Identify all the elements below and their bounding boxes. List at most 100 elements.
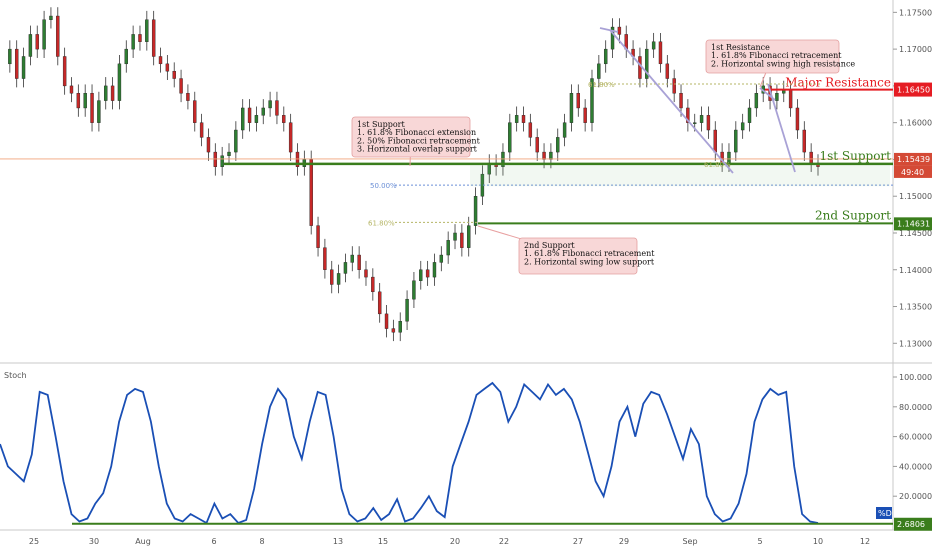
- annotation-text: 1. 61.8% Fibonacci extension: [357, 128, 476, 137]
- candle-body: [562, 122, 567, 138]
- candle-body: [330, 269, 334, 285]
- candle-body: [501, 151, 505, 167]
- price-tick-label: 1.16000: [899, 119, 932, 128]
- candle-body: [713, 129, 717, 153]
- candle-body: [117, 63, 122, 101]
- candle-body: [220, 155, 224, 167]
- candle-body: [288, 122, 293, 153]
- candle-body: [316, 225, 320, 248]
- candle-body: [350, 254, 354, 263]
- candle-body: [802, 129, 807, 153]
- countdown-tag: [894, 165, 932, 178]
- candle-body: [679, 93, 683, 109]
- annotation-text: 1st Support: [357, 120, 405, 129]
- candle-body: [405, 298, 409, 322]
- candle-body: [672, 78, 676, 94]
- candle-body: [165, 63, 170, 72]
- candle-body: [179, 78, 183, 94]
- time-tick-label: 22: [499, 537, 509, 546]
- candle-body: [69, 85, 74, 94]
- candle-body: [528, 122, 533, 138]
- annotation-text: 1. 61.8% Fibonacci retracement: [711, 51, 842, 60]
- candle-body: [371, 276, 375, 293]
- candle-body: [425, 269, 430, 278]
- fib-arrow-line: [599, 27, 619, 33]
- candle-body: [597, 63, 601, 79]
- stoch-series-tag: [876, 507, 892, 519]
- fib-label: 61.80%: [704, 161, 731, 169]
- annotation-box: [705, 39, 840, 74]
- candle-body: [453, 232, 457, 241]
- time-tick-label: 20: [450, 537, 460, 546]
- candle-body: [241, 107, 245, 131]
- candle-body: [206, 137, 211, 153]
- candle-body: [261, 107, 265, 116]
- stoch-series-line: [0, 381, 819, 525]
- price-tick-label: 1.15000: [899, 192, 932, 201]
- candle-body: [603, 48, 608, 65]
- candle-body: [62, 56, 67, 87]
- price-tick-label: 1.13000: [899, 339, 932, 348]
- time-tick-label: Aug: [135, 537, 151, 546]
- fib-label: 61.80%: [368, 219, 395, 227]
- candle-body: [809, 151, 813, 164]
- candle-body: [110, 85, 115, 101]
- candle-body: [138, 34, 142, 42]
- time-tick-label: 25: [29, 537, 39, 546]
- first-support-value: 1.15439: [897, 155, 930, 164]
- candle-body: [282, 115, 286, 123]
- candle-body: [357, 254, 361, 270]
- candle-body: [419, 269, 423, 281]
- time-tick-label: 30: [89, 537, 99, 546]
- time-tick-label: 10: [813, 537, 823, 546]
- candle-body: [693, 122, 697, 124]
- candle-body: [412, 280, 416, 300]
- candle-body: [268, 100, 272, 109]
- candle-body: [309, 159, 313, 226]
- second-support-value: 1.14631: [897, 219, 930, 228]
- candle-body: [76, 93, 81, 109]
- candle-body: [583, 107, 587, 123]
- candle-body: [788, 89, 793, 109]
- candle-body: [686, 107, 690, 123]
- candle-body: [14, 48, 19, 79]
- second-support-label: 2nd Support: [815, 208, 891, 222]
- candle-body: [97, 100, 101, 123]
- annotation-text: 1. 61.8% Fibonacci retracement: [524, 249, 655, 258]
- annotation-box: [518, 237, 638, 275]
- major-resistance-value: 1.16450: [897, 86, 930, 95]
- candle-body: [651, 41, 656, 50]
- candle-body: [665, 63, 670, 79]
- candle-body: [49, 15, 53, 20]
- candle-body: [247, 107, 252, 123]
- candle-body: [391, 328, 396, 333]
- candle-body: [158, 56, 163, 65]
- candle-body: [186, 93, 190, 101]
- price-tick-label: 1.17500: [899, 8, 932, 17]
- candle-body: [254, 115, 259, 123]
- fib-label: 61.80%: [588, 81, 615, 89]
- candle-body: [8, 48, 12, 65]
- candle-body: [610, 26, 615, 50]
- annotation-text: 2. 50% Fibonacci retracement: [357, 136, 481, 145]
- candle-body: [21, 56, 26, 79]
- candle-body: [535, 137, 539, 153]
- candle-body: [740, 122, 745, 131]
- price-tick-label: 1.17000: [899, 45, 932, 54]
- price-tick-label: 1.14000: [899, 266, 932, 275]
- candle-body: [576, 93, 580, 109]
- candle-body: [234, 129, 238, 153]
- candle-body: [398, 321, 402, 333]
- candle-body: [556, 137, 560, 153]
- annotation-text: 2. Horizontal swing high resistance: [711, 59, 855, 68]
- candle-body: [699, 115, 704, 123]
- candle-body: [56, 15, 60, 57]
- candle-body: [521, 115, 526, 123]
- stoch-tick-label: 20.0000: [899, 492, 932, 501]
- annotation-text: 2nd Support: [524, 241, 575, 250]
- fib-arrow-line: [609, 29, 734, 174]
- candle-body: [460, 232, 464, 248]
- annotation-text: 1st Resistance: [711, 43, 770, 52]
- candle-body: [213, 151, 218, 167]
- candle-body: [617, 26, 622, 35]
